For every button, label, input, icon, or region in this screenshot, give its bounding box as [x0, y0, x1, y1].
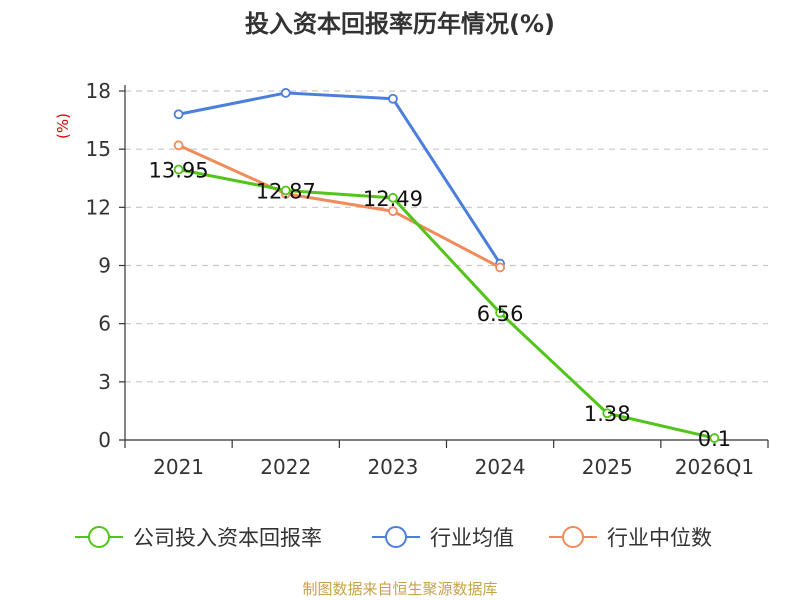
x-tick-label: 2021 — [153, 455, 204, 479]
legend-label: 公司投入资本回报率 — [133, 526, 322, 550]
data-labels: 13.95 12.87 12.49 6.56 1.38 0.1 — [149, 159, 732, 452]
x-tick-label: 2023 — [367, 455, 418, 479]
data-point — [388, 192, 398, 203]
series-lines — [173, 88, 720, 443]
data-label: 12.49 — [363, 187, 423, 211]
data-point — [173, 164, 184, 175]
data-label: 1.38 — [584, 402, 631, 426]
data-point — [495, 262, 505, 273]
series-line — [178, 168, 715, 440]
series-line — [177, 143, 501, 269]
y-tick-label: 6 — [98, 312, 111, 336]
y-axis-unit: (%) — [54, 113, 72, 139]
legend-label: 行业均值 — [430, 526, 514, 550]
data-label: 12.87 — [256, 179, 316, 203]
axes: 0 3 6 9 12 15 18 2021 2022 2023 2024 2025 2026Q1 — [86, 79, 769, 479]
data-label: 0.1 — [698, 427, 731, 451]
legend-marker — [385, 526, 407, 548]
x-tick-label: 2026Q1 — [675, 455, 754, 479]
x-tick-label: 2025 — [582, 455, 633, 479]
y-tick-label: 3 — [98, 370, 111, 394]
data-point — [280, 185, 291, 196]
source-note: 制图数据来自恒生聚源数据库 — [302, 580, 497, 598]
legend-marker — [88, 526, 110, 548]
legend-marker — [562, 526, 584, 548]
gridlines — [125, 90, 768, 383]
data-point — [709, 433, 720, 443]
y-tick-label: 15 — [86, 137, 111, 161]
x-tick-label: 2022 — [260, 455, 311, 479]
data-point — [602, 408, 613, 419]
data-point — [495, 307, 505, 318]
data-point — [173, 109, 184, 120]
y-tick-label: 12 — [86, 195, 111, 219]
y-tick-label: 0 — [98, 428, 111, 452]
data-point — [280, 88, 291, 98]
y-tick-label: 9 — [98, 254, 111, 278]
y-tick-label: 18 — [86, 79, 111, 103]
legend: 公司投入资本回报率 行业均值 行业中位数 — [75, 526, 712, 550]
data-point — [388, 206, 398, 217]
data-point — [173, 140, 184, 151]
data-label: 6.56 — [477, 302, 524, 326]
x-tick-label: 2024 — [475, 455, 526, 479]
chart-title: 投入资本回报率历年情况(%) — [245, 10, 555, 38]
data-point — [388, 93, 398, 104]
series-line — [178, 91, 502, 265]
legend-label: 行业中位数 — [607, 526, 712, 550]
data-label: 13.95 — [149, 159, 209, 183]
